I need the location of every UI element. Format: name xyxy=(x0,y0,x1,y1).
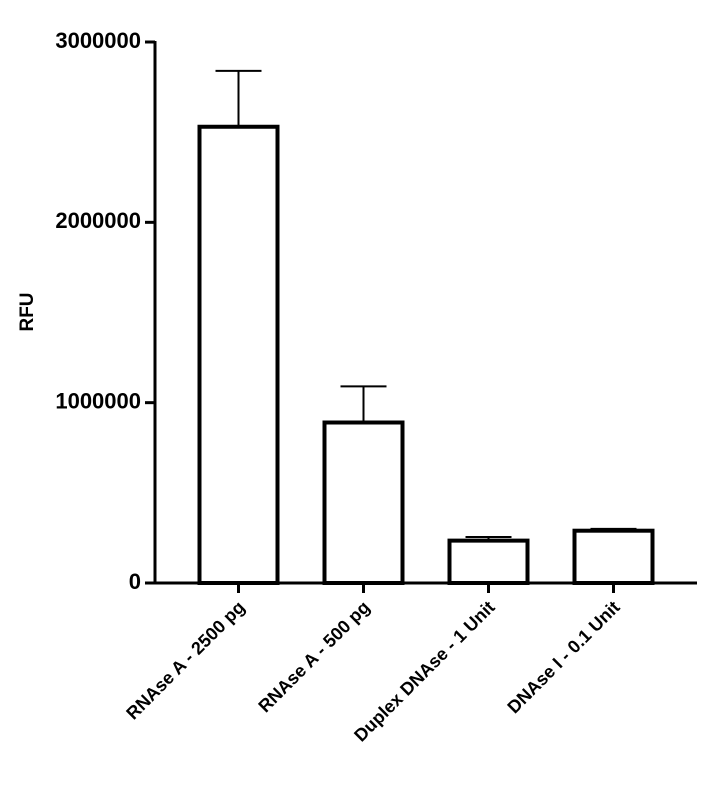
bar xyxy=(322,420,405,585)
x-tick-label: DNAse I - 0.1 Unit xyxy=(503,597,623,717)
y-tick-label: 2000000 xyxy=(55,208,141,233)
bar xyxy=(197,124,280,586)
y-tick-label: 3000000 xyxy=(55,28,141,53)
x-tick-label: RNAse A - 500 pg xyxy=(254,597,373,716)
y-tick-label: 1000000 xyxy=(55,388,141,413)
bar xyxy=(572,528,655,585)
y-axis-label: RFU xyxy=(17,292,38,331)
y-tick-label: 0 xyxy=(129,569,141,594)
x-tick-label: RNAse A - 2500 pg xyxy=(122,597,248,723)
x-tick-label: Duplex DNAse - 1 Unit xyxy=(350,597,499,746)
bar xyxy=(447,538,530,585)
